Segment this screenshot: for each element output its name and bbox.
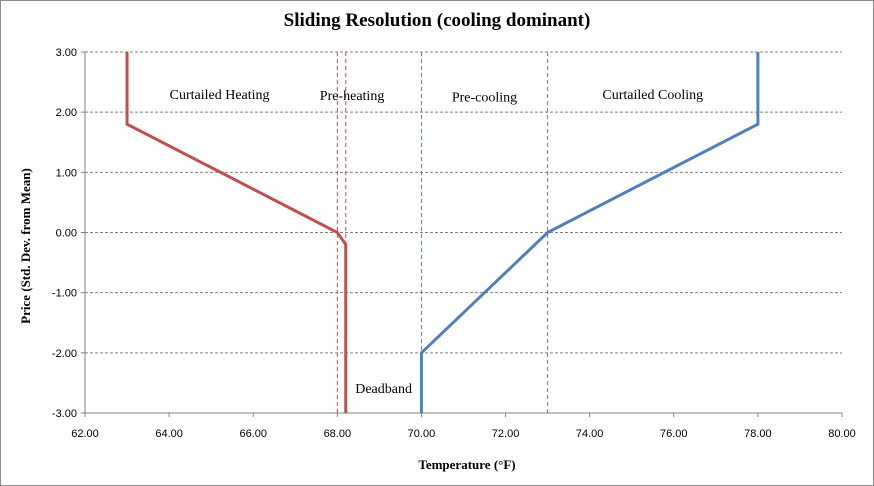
y-tick-label: 0.00	[56, 228, 77, 240]
x-axis-label: Temperature (°F)	[418, 457, 516, 472]
x-tick-label: 62.00	[71, 428, 99, 440]
y-tick-label: -3.00	[52, 408, 77, 420]
y-tick-label: 3.00	[56, 47, 77, 59]
chart-title: Sliding Resolution (cooling dominant)	[283, 10, 591, 31]
y-tick-label: -2.00	[52, 348, 77, 360]
x-tick-label: 76.00	[660, 428, 688, 440]
annotation-label: Curtailed Cooling	[602, 88, 703, 103]
annotation-label: Curtailed Heating	[170, 88, 270, 103]
annotation-label: Pre-heating	[320, 89, 385, 104]
cooling-series-line	[419, 52, 760, 413]
y-tick-label: 2.00	[56, 107, 77, 119]
x-tick-label: 70.00	[408, 428, 436, 440]
x-tick-label: 64.00	[155, 428, 183, 440]
x-tick-label: 72.00	[492, 428, 520, 440]
x-tick-label: 68.00	[324, 428, 352, 440]
x-tick-label: 80.00	[828, 428, 856, 440]
x-tick-label: 74.00	[576, 428, 604, 440]
y-tick-label: 1.00	[56, 167, 77, 179]
y-tick-label: -1.00	[52, 288, 77, 300]
annotation-label: Deadband	[355, 382, 412, 397]
x-tick-label: 78.00	[744, 428, 772, 440]
x-tick-label: 66.00	[239, 428, 267, 440]
heating-series-line	[125, 52, 348, 413]
annotation-label: Pre-cooling	[452, 90, 517, 105]
